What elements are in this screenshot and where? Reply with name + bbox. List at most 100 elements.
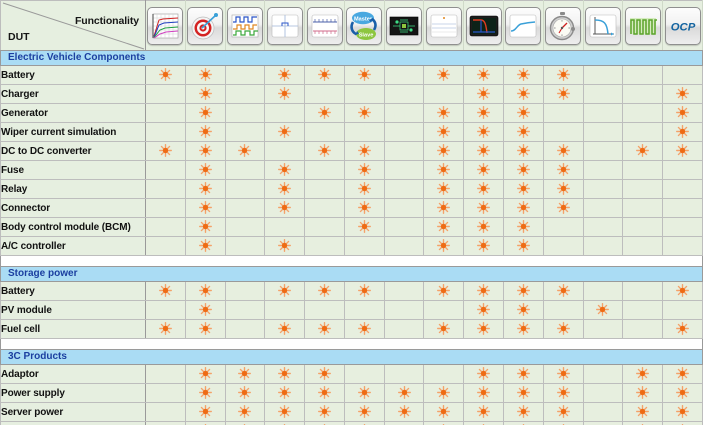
support-mark-icon <box>278 68 292 82</box>
matrix-cell <box>423 236 465 256</box>
digital-pulse-waveform-icon[interactable] <box>226 6 263 45</box>
multi-trace-graph-icon[interactable] <box>147 6 184 45</box>
support-mark-icon <box>676 284 690 298</box>
column-header-11[interactable] <box>542 0 584 51</box>
decay-curve-scope-icon[interactable] <box>465 6 502 45</box>
matrix-cell <box>582 402 624 422</box>
column-header-2[interactable] <box>184 0 226 51</box>
column-header-3[interactable] <box>224 0 266 51</box>
rising-curve-icon[interactable] <box>505 6 542 45</box>
support-mark-icon <box>318 284 331 298</box>
column-header-9[interactable] <box>463 0 505 51</box>
matrix-cell <box>184 364 226 384</box>
matrix-cell <box>662 141 703 161</box>
support-mark-icon <box>357 163 371 177</box>
column-header-14[interactable]: OCP <box>662 0 703 51</box>
support-mark-icon <box>238 367 252 381</box>
header-row: Functionality DUT <box>0 0 703 51</box>
matrix-cell <box>184 65 226 85</box>
row-label-generator: Generator <box>0 103 146 123</box>
column-header-1[interactable] <box>145 0 186 51</box>
support-mark-icon <box>357 182 371 196</box>
matrix-cell <box>662 179 703 199</box>
crosshair-plot-icon[interactable] <box>266 6 303 45</box>
column-header-13[interactable] <box>622 0 664 51</box>
support-mark-icon <box>198 125 212 139</box>
matrix-cell <box>662 217 703 237</box>
column-header-5[interactable] <box>304 0 345 51</box>
matrix-cell <box>423 281 465 301</box>
support-mark-icon <box>477 125 491 139</box>
matrix-cell <box>503 300 544 320</box>
matrix-cell <box>463 383 505 403</box>
column-header-7[interactable] <box>383 0 425 51</box>
table-row: Power supply <box>0 383 703 403</box>
matrix-cell <box>224 421 266 425</box>
support-mark-icon <box>636 405 650 419</box>
row-label-wiper-current-simulation: Wiper current simulation <box>0 122 146 142</box>
matrix-cell <box>463 236 505 256</box>
matrix-cell <box>343 236 385 256</box>
matrix-cell <box>184 160 226 180</box>
matrix-cell <box>503 160 544 180</box>
matrix-cell <box>304 421 345 425</box>
column-header-4[interactable] <box>264 0 306 51</box>
matrix-cell <box>304 179 345 199</box>
support-mark-icon <box>437 125 451 139</box>
matrix-cell <box>582 217 624 237</box>
stopwatch-icon[interactable] <box>545 6 582 45</box>
green-square-wave-icon[interactable] <box>624 6 661 45</box>
support-mark-icon <box>318 405 331 419</box>
support-mark-icon <box>437 182 451 196</box>
column-header-12[interactable] <box>582 0 624 51</box>
matrix-cell <box>463 122 505 142</box>
column-header-8[interactable] <box>423 0 465 51</box>
matrix-cell <box>304 84 345 104</box>
target-dart-icon[interactable] <box>187 6 224 45</box>
svg-text:Slave: Slave <box>359 32 374 38</box>
table-row: Generator <box>0 103 703 123</box>
support-mark-icon <box>477 386 491 400</box>
matrix-cell <box>622 383 664 403</box>
matrix-cell <box>503 281 544 301</box>
support-mark-icon <box>198 87 212 101</box>
matrix-cell <box>343 281 385 301</box>
support-mark-icon <box>556 284 570 298</box>
support-mark-icon <box>477 405 491 419</box>
matrix-cell <box>184 122 226 142</box>
column-header-10[interactable] <box>503 0 544 51</box>
diagonal-divider-icon <box>2 2 145 50</box>
circuit-board-icon[interactable] <box>386 6 423 45</box>
matrix-cell <box>184 141 226 161</box>
column-header-6[interactable]: Master Slave <box>343 0 385 51</box>
master-slave-icon[interactable]: Master Slave <box>346 6 383 45</box>
matrix-cell <box>582 364 624 384</box>
matrix-cell <box>542 179 584 199</box>
flat-line-plot-icon[interactable] <box>425 6 462 45</box>
support-mark-icon <box>437 68 451 82</box>
support-mark-icon <box>198 284 212 298</box>
matrix-cell <box>542 319 584 339</box>
ripple-waveform-icon[interactable] <box>306 6 343 45</box>
matrix-cell <box>145 421 186 425</box>
falling-curve-axes-icon[interactable] <box>584 6 621 45</box>
ocp-text-icon[interactable]: OCP <box>664 6 701 45</box>
section-gap-cell <box>0 338 703 350</box>
support-mark-icon <box>516 322 530 336</box>
matrix-cell <box>542 383 584 403</box>
matrix-cell <box>383 122 425 142</box>
axis-corner-cell: Functionality DUT <box>0 0 146 51</box>
matrix-cell <box>264 84 306 104</box>
matrix-cell <box>463 103 505 123</box>
matrix-cell <box>582 179 624 199</box>
matrix-cell <box>503 236 544 256</box>
support-mark-icon <box>556 405 570 419</box>
table-row: Charger <box>0 84 703 104</box>
matrix-cell <box>542 103 584 123</box>
support-mark-icon <box>357 220 371 234</box>
matrix-cell <box>622 364 664 384</box>
support-mark-icon <box>636 386 650 400</box>
support-mark-icon <box>278 284 292 298</box>
matrix-cell <box>423 103 465 123</box>
